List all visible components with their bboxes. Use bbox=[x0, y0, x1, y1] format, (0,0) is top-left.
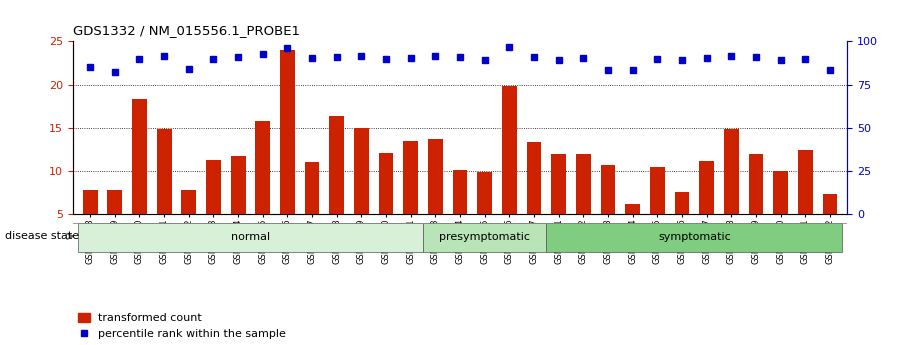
Bar bbox=[379, 152, 394, 257]
Bar bbox=[675, 192, 690, 257]
Bar bbox=[551, 154, 566, 257]
Bar bbox=[749, 154, 763, 257]
Bar bbox=[527, 142, 541, 257]
Bar bbox=[428, 139, 443, 257]
Bar bbox=[255, 121, 271, 257]
Text: presymptomatic: presymptomatic bbox=[439, 232, 530, 242]
Bar bbox=[477, 172, 492, 257]
Text: GDS1332 / NM_015556.1_PROBE1: GDS1332 / NM_015556.1_PROBE1 bbox=[73, 24, 300, 37]
Bar bbox=[157, 128, 171, 257]
Bar bbox=[724, 129, 739, 257]
Bar bbox=[107, 190, 122, 257]
Bar bbox=[773, 171, 788, 257]
Text: normal: normal bbox=[230, 232, 270, 242]
Text: disease state: disease state bbox=[5, 231, 78, 241]
Bar bbox=[650, 167, 665, 257]
Text: symptomatic: symptomatic bbox=[658, 232, 731, 242]
Bar bbox=[404, 141, 418, 257]
Bar bbox=[625, 204, 640, 257]
Legend: transformed count, percentile rank within the sample: transformed count, percentile rank withi… bbox=[78, 313, 286, 339]
Bar bbox=[181, 190, 196, 257]
Bar bbox=[83, 190, 97, 257]
Bar bbox=[547, 223, 843, 252]
Bar bbox=[304, 162, 320, 257]
Bar bbox=[823, 194, 837, 257]
Bar bbox=[354, 128, 369, 257]
Bar bbox=[798, 150, 813, 257]
Bar bbox=[423, 223, 547, 252]
Bar bbox=[280, 50, 295, 257]
Bar bbox=[77, 223, 423, 252]
Bar bbox=[230, 156, 245, 257]
Bar bbox=[453, 170, 467, 257]
Bar bbox=[132, 99, 147, 257]
Bar bbox=[576, 155, 590, 257]
Bar bbox=[700, 161, 714, 257]
Bar bbox=[206, 159, 220, 257]
Bar bbox=[502, 86, 517, 257]
Bar bbox=[600, 165, 616, 257]
Bar bbox=[330, 116, 344, 257]
